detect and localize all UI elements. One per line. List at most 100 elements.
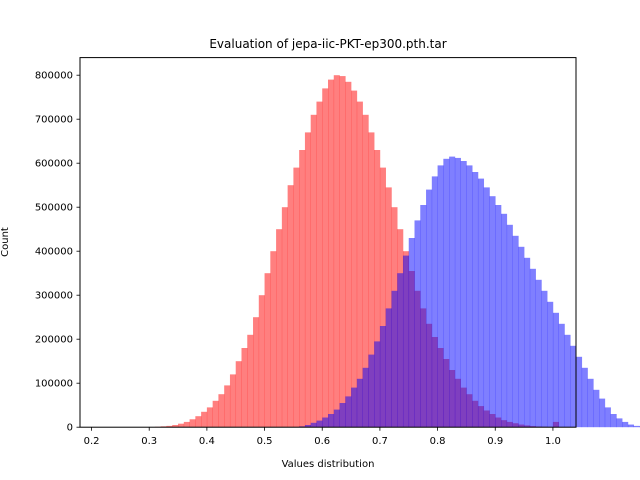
histogram-bar	[241, 348, 248, 428]
histogram-bar	[558, 323, 565, 428]
histogram-bar	[224, 385, 231, 428]
histogram-bar	[437, 165, 444, 428]
histogram-bar	[374, 341, 381, 428]
histogram-bar	[529, 268, 536, 428]
y-axis-label: Count	[0, 227, 11, 257]
histogram-bar	[201, 411, 208, 428]
histogram-bar	[495, 205, 502, 428]
y-axis-ticks: 0 100000 200000 300000 400000 500000 600000 700…	[35, 71, 80, 434]
histogram-bar	[264, 273, 271, 428]
y-tick-label: 400000	[35, 247, 73, 258]
histogram-bar	[328, 414, 335, 428]
histogram-bar	[587, 378, 594, 428]
histogram-bar	[351, 90, 358, 428]
histogram-bar	[212, 400, 219, 428]
histogram-bar	[276, 229, 283, 428]
y-tick-label: 600000	[35, 159, 73, 170]
histogram-bar	[506, 224, 513, 428]
y-tick-label: 100000	[35, 379, 73, 390]
x-tick-label: 0.8	[430, 436, 446, 447]
y-tick-label: 300000	[35, 291, 73, 302]
histogram-bar	[258, 295, 265, 428]
histogram-bar	[570, 345, 577, 428]
histogram-bar	[333, 409, 340, 428]
histogram-bar	[402, 255, 410, 428]
histogram-bar	[541, 290, 548, 428]
histogram-bar	[483, 187, 490, 428]
histogram-bar	[356, 101, 363, 428]
histogram-bar	[379, 167, 386, 428]
histogram-bar	[604, 407, 611, 428]
histogram-bar	[408, 238, 415, 428]
histogram-bar	[293, 167, 300, 428]
x-tick-label: 0.6	[314, 436, 330, 447]
histogram-bar	[610, 414, 617, 428]
histogram-bar	[299, 150, 306, 428]
histogram-series-2	[299, 156, 640, 428]
histogram-bar	[431, 176, 438, 428]
histogram-bar	[443, 158, 450, 428]
histogram-bar	[183, 421, 190, 428]
histogram-bar	[362, 367, 369, 428]
plot-frame	[79, 57, 577, 428]
histogram-bar	[178, 423, 185, 428]
histogram-bar	[512, 235, 519, 428]
histogram-bar	[322, 417, 329, 428]
histogram-bar	[449, 156, 456, 428]
histogram-bar	[368, 132, 375, 428]
histogram-bar	[316, 420, 323, 428]
histogram-bar	[622, 421, 629, 428]
histogram-bar	[460, 161, 467, 428]
histogram-bar	[166, 425, 173, 428]
y-tick-label: 0	[67, 423, 73, 434]
histogram-bar	[581, 367, 588, 428]
histogram-bar	[235, 361, 242, 428]
histogram-bar	[599, 398, 606, 428]
histogram-bar	[362, 114, 369, 428]
x-tick-label: 0.4	[199, 436, 215, 447]
histogram-bar	[253, 317, 260, 428]
histogram-bar	[379, 326, 386, 428]
histogram-bar	[304, 425, 311, 428]
x-tick-label: 0.5	[257, 436, 273, 447]
histogram-bar	[172, 425, 179, 428]
x-axis-label: Values distribution	[282, 459, 375, 470]
histogram-bar	[287, 185, 294, 428]
histogram-bar	[247, 334, 254, 428]
histogram-bar	[547, 301, 554, 428]
histogram-bar	[356, 378, 363, 428]
histogram-bar	[454, 157, 461, 428]
histogram-bar	[524, 257, 531, 428]
histogram-bar	[345, 396, 352, 428]
histogram-bar	[489, 196, 496, 428]
histogram-bar	[270, 251, 277, 428]
histogram-bar	[316, 101, 323, 428]
histogram-bar	[552, 312, 559, 428]
histogram-bar	[385, 187, 392, 428]
histogram-bar	[593, 389, 600, 428]
chart-title: Evaluation of jepa-iic-PKT-ep300.pth.tar	[209, 37, 446, 51]
histogram-bar	[322, 88, 329, 428]
histogram-bar	[477, 178, 485, 428]
x-tick-label: 0.7	[372, 436, 388, 447]
x-tick-label: 0.2	[84, 436, 100, 447]
x-tick-label: 1.0	[545, 436, 561, 447]
histogram-bar	[627, 424, 634, 428]
histogram-bar	[333, 75, 340, 428]
histogram-bar	[472, 172, 479, 428]
histogram-bar	[310, 114, 317, 428]
histogram-bar	[420, 205, 427, 428]
histogram-bars	[149, 75, 640, 428]
x-tick-label: 0.9	[487, 436, 503, 447]
histogram-bar	[535, 279, 542, 428]
histogram-bar	[501, 213, 508, 428]
x-axis-ticks: 0.2 0.3 0.4 0.5 0.6 0.7 0.8 0.9 1.0	[84, 427, 561, 447]
histogram-bar	[391, 290, 398, 428]
histogram-bar	[189, 419, 196, 428]
y-tick-label: 200000	[35, 335, 73, 346]
y-tick-label: 500000	[35, 203, 73, 214]
histogram-bar	[206, 407, 213, 428]
histogram-bar	[195, 416, 202, 428]
histogram-bar	[576, 356, 583, 428]
